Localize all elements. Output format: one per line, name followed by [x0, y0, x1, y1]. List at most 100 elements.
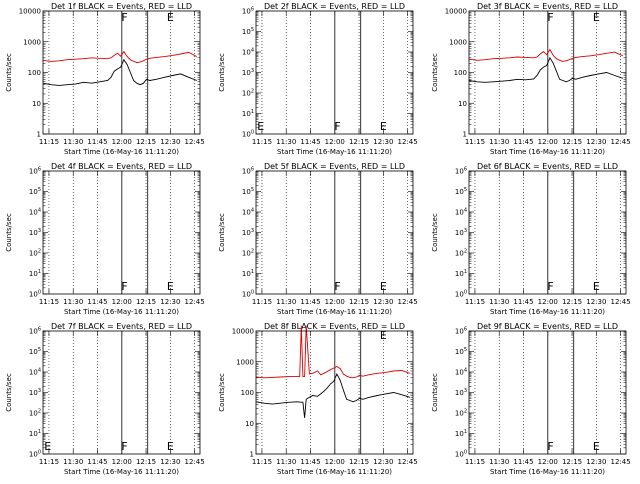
y-tick-label: 103	[29, 388, 41, 397]
x-tick-label: 11:30	[63, 138, 83, 146]
x-tick-label: 12:00	[112, 138, 132, 146]
x-tick-label: 12:15	[349, 298, 369, 306]
detector-panel: Det 1f BLACK = Events, RED = LLD 1 10 100 10…	[5, 2, 205, 156]
marker-label: E	[380, 120, 387, 133]
x-axis-label: Start Time (16-May-16 11:11:20)	[490, 468, 605, 476]
x-tick-label: 12:00	[112, 458, 132, 466]
y-tick-label: 100	[29, 450, 41, 459]
y-tick-label: 101	[242, 109, 254, 118]
y-tick-label: 105	[242, 187, 254, 196]
y-tick-label: 104	[455, 368, 467, 377]
y-tick-label: 105	[29, 187, 41, 196]
x-tick-label: 12:45	[185, 298, 205, 306]
x-tick-label: 12:45	[611, 298, 631, 306]
y-tick-label: 103	[242, 228, 254, 237]
plot-frame	[255, 170, 414, 295]
x-tick-label: 11:30	[276, 458, 296, 466]
detector-panel: Det 5f BLACK = Events, RED = LLD 100 101 10…	[218, 162, 418, 316]
x-tick-label: 12:15	[136, 458, 156, 466]
x-tick-label: 12:45	[185, 458, 205, 466]
marker-label: F	[334, 120, 340, 133]
panel-title: Det 6f BLACK = Events, RED = LLD	[477, 162, 618, 171]
y-tick-label: 101	[455, 269, 467, 278]
y-tick-label: 105	[455, 347, 467, 356]
y-tick-label: 1	[250, 451, 254, 459]
y-tick-label: 100	[28, 69, 41, 77]
y-tick-label: 105	[242, 27, 254, 36]
plot-frame	[255, 10, 414, 135]
x-tick-label: 11:15	[465, 138, 485, 146]
y-tick-label: 104	[242, 208, 254, 217]
x-tick-label: 12:30	[373, 458, 393, 466]
x-tick-label: 12:45	[185, 138, 205, 146]
marker-label: E	[380, 280, 387, 293]
y-axis-label: Counts/sec	[5, 213, 13, 252]
y-tick-label: 100	[242, 290, 254, 299]
y-tick-label: 10000	[445, 8, 467, 16]
x-axis-label: Start Time (16-May-16 11:11:20)	[277, 148, 392, 156]
panel-title: Det 4f BLACK = Events, RED = LLD	[51, 162, 192, 171]
y-tick-label: 100	[455, 450, 467, 459]
y-tick-label: 102	[455, 409, 467, 418]
y-tick-label: 10000	[232, 328, 254, 336]
marker-label: E	[257, 120, 264, 133]
y-tick-label: 105	[29, 347, 41, 356]
x-axis-label: Start Time (16-May-16 11:11:20)	[64, 468, 179, 476]
marker-label: F	[547, 11, 553, 24]
y-tick-label: 101	[29, 269, 41, 278]
y-tick-label: 101	[455, 429, 467, 438]
plot-frame	[468, 330, 627, 455]
detector-panel: Det 3f BLACK = Events, RED = LLD 1 10 100 10…	[431, 2, 631, 156]
x-axis-label: Start Time (16-May-16 11:11:20)	[277, 468, 392, 476]
plot-frame	[468, 10, 627, 135]
y-axis-label: Counts/sec	[218, 213, 226, 252]
detector-panel: Det 9f BLACK = Events, RED = LLD 100 101 10…	[431, 322, 631, 476]
panel-title: Det 8f BLACK = Events, RED = LLD	[264, 322, 405, 331]
y-tick-label: 106	[242, 167, 254, 176]
y-tick-label: 101	[242, 269, 254, 278]
y-axis-label: Counts/sec	[5, 373, 13, 412]
x-tick-label: 12:45	[398, 298, 418, 306]
x-axis-label: Start Time (16-May-16 11:11:20)	[490, 308, 605, 316]
marker-label: F	[121, 11, 127, 24]
y-tick-label: 102	[242, 89, 254, 98]
x-tick-label: 12:15	[349, 138, 369, 146]
y-tick-label: 1000	[449, 38, 467, 46]
y-tick-label: 10	[458, 100, 467, 108]
panel-title: Det 3f BLACK = Events, RED = LLD	[477, 2, 618, 11]
x-tick-label: 12:30	[160, 138, 180, 146]
events-series-line	[42, 58, 197, 86]
marker-label: E	[167, 280, 174, 293]
y-axis-label: Counts/sec	[431, 373, 439, 412]
detector-panel: Det 7f BLACK = Events, RED = LLD 100 101 10…	[5, 322, 205, 476]
lld-series-line	[255, 325, 410, 379]
panel-title: Det 9f BLACK = Events, RED = LLD	[477, 322, 618, 331]
detector-panel: Det 2f BLACK = Events, RED = LLD 100 101 10…	[218, 2, 418, 156]
y-tick-label: 1000	[23, 38, 41, 46]
y-axis-label: Counts/sec	[218, 373, 226, 412]
y-tick-label: 1	[463, 131, 467, 139]
y-tick-label: 104	[455, 208, 467, 217]
x-tick-label: 11:30	[63, 298, 83, 306]
y-tick-label: 100	[29, 290, 41, 299]
y-tick-label: 103	[29, 228, 41, 237]
y-tick-label: 106	[29, 327, 41, 336]
marker-label: F	[334, 280, 340, 293]
x-tick-label: 12:45	[398, 138, 418, 146]
x-tick-label: 11:45	[513, 138, 533, 146]
x-tick-label: 11:15	[39, 298, 59, 306]
y-tick-label: 103	[455, 228, 467, 237]
x-tick-label: 11:45	[513, 458, 533, 466]
x-tick-label: 12:00	[112, 298, 132, 306]
y-tick-label: 101	[29, 429, 41, 438]
x-tick-label: 11:15	[252, 138, 272, 146]
detector-panel: Det 6f BLACK = Events, RED = LLD 100 101 10…	[431, 162, 631, 316]
detector-panel: Det 4f BLACK = Events, RED = LLD 100 101 10…	[5, 162, 205, 316]
y-tick-label: 106	[455, 327, 467, 336]
x-tick-label: 11:30	[489, 138, 509, 146]
panel-title: Det 2f BLACK = Events, RED = LLD	[264, 2, 405, 11]
x-tick-label: 12:15	[562, 298, 582, 306]
panel-title: Det 1f BLACK = Events, RED = LLD	[51, 2, 192, 11]
